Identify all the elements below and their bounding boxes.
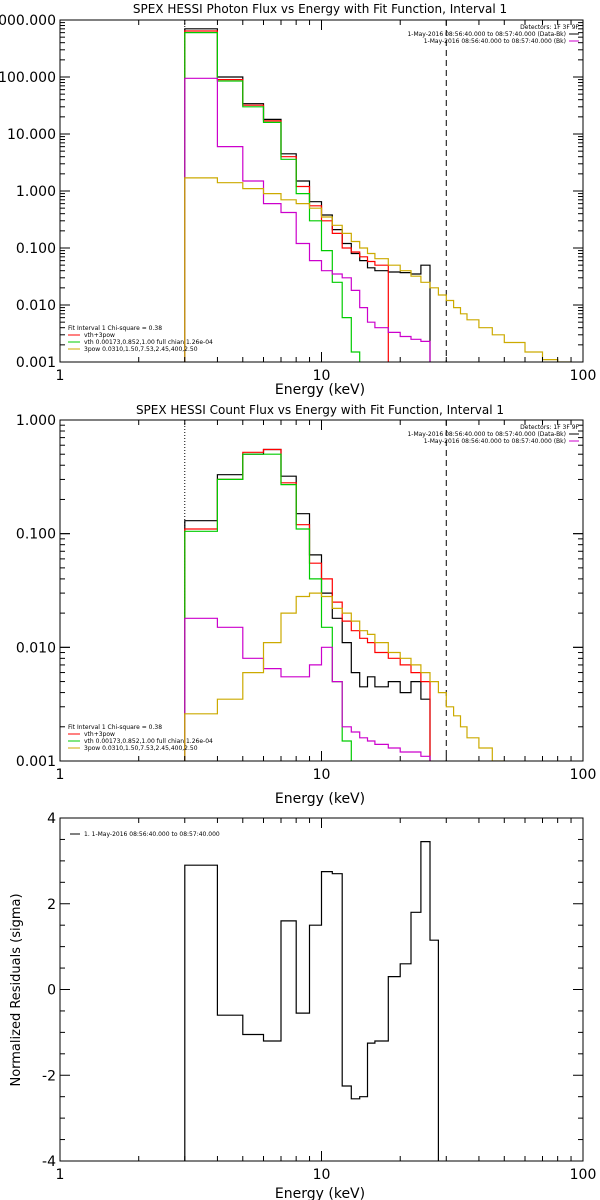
series-0-line	[184, 841, 439, 1161]
y-tick-label: 100.000	[0, 70, 56, 86]
fit-legend-label: vth+3pow	[84, 332, 115, 339]
series-0-line	[184, 448, 431, 761]
x-tick-label: 1	[56, 1167, 65, 1183]
legend-label: 1-May-2016 08:56:40.000 to 08:57:40.000 …	[407, 31, 566, 38]
x-tick-label: 1	[56, 767, 65, 783]
y-tick-label: 0.001	[16, 355, 56, 371]
series-1-line	[184, 30, 389, 362]
y-tick-label: -4	[42, 1154, 56, 1170]
panel1-title: SPEX HESSI Photon Flux vs Energy with Fi…	[133, 2, 507, 16]
fit-legend-label: 3pow 0.0310,1.50,7.53,2.45,400,2.50	[84, 745, 198, 752]
series-group	[184, 28, 572, 362]
legend-label: 1-May-2016 08:56:40.000 to 08:57:40.000 …	[407, 431, 566, 438]
panel3-xlabel: Energy (keV)	[275, 1186, 365, 1200]
x-tick-label: 10	[313, 767, 331, 783]
series-2-line	[184, 32, 361, 362]
legend-header: Detectors: 1F 3F 9F	[520, 424, 579, 431]
fit-legend-header: Fit Interval 1 Chi-square = 0.38	[68, 325, 162, 332]
residuals-panel: Energy (keV) Normalized Residuals (sigma…	[9, 811, 596, 1200]
series-4-line	[184, 177, 572, 362]
y-tick-label: -2	[42, 1068, 56, 1084]
y-tick-label: 2	[47, 897, 56, 913]
fit-legend-label: vth 0.00173,0.852,1.00 full chian 1.26e-…	[84, 738, 213, 745]
legend-label: 1-May-2016 08:56:40.000 to 08:57:40.000 …	[424, 38, 566, 45]
panel2-plot: 1 10 100 1.000 0.100 0.010 0.001 Detectors: 1F …	[16, 413, 596, 783]
legend-header: Detectors: 1F 3F 9F	[520, 24, 579, 31]
y-tick-label: 4	[47, 811, 56, 827]
x-tick-label: 10	[313, 1167, 331, 1183]
panel3-ylabel: Normalized Residuals (sigma)	[9, 893, 24, 1086]
y-tick-label: 0.010	[16, 298, 56, 314]
panel1-xlabel: Energy (keV)	[275, 382, 365, 398]
x-tick-label: 100	[570, 767, 597, 783]
fit-legend-label: vth+3pow	[84, 731, 115, 738]
panel2-xlabel: Energy (keV)	[275, 791, 365, 807]
series-1-line	[184, 448, 431, 761]
fit-legend-header: Fit Interval 1 Chi-square = 0.38	[68, 724, 162, 731]
y-tick-label: 0.001	[16, 754, 56, 770]
x-tick-label: 100	[570, 1167, 597, 1183]
y-tick-label: 0.010	[16, 640, 56, 656]
legend-label: 1-May-2016 08:56:40.000 to 08:57:40.000 …	[424, 438, 566, 445]
series-3-line	[184, 77, 431, 362]
panel2-title: SPEX HESSI Count Flux vs Energy with Fit…	[136, 403, 504, 417]
axes-frame	[59, 19, 584, 363]
series-2-line	[184, 453, 352, 761]
x-tick-label: 10	[313, 368, 331, 384]
panel3-plot: 1 10 100 4 2 0 -2 -4 1. 1-May-2016 08:56:40.000 …	[42, 811, 596, 1183]
count-flux-panel: SPEX HESSI Count Flux vs Energy with Fit…	[16, 403, 596, 807]
y-tick-label: 0.100	[16, 527, 56, 543]
fit-legend-label: vth 0.00173,0.852,1.00 full chian 1.26e-…	[84, 339, 213, 346]
series-4-line	[184, 592, 505, 761]
y-tick-label: 10.000	[7, 127, 56, 143]
x-tick-label: 100	[570, 368, 597, 384]
y-tick-label: 0	[47, 983, 56, 999]
y-tick-label: 0.100	[16, 241, 56, 257]
x-tick-label: 1	[56, 368, 65, 384]
fit-legend-label: 3pow 0.0310,1.50,7.53,2.45,400,2.50	[84, 346, 198, 353]
legend-label: 1. 1-May-2016 08:56:40.000 to 08:57:40.0…	[84, 831, 220, 838]
series-group	[184, 448, 505, 761]
y-tick-label: 1.000	[16, 413, 56, 429]
photon-flux-panel: SPEX HESSI Photon Flux vs Energy with Fi…	[0, 2, 596, 398]
y-tick-label: 1.000	[16, 184, 56, 200]
series-3-line	[184, 617, 431, 761]
series-group	[184, 841, 439, 1161]
axes-frame	[59, 817, 584, 1162]
